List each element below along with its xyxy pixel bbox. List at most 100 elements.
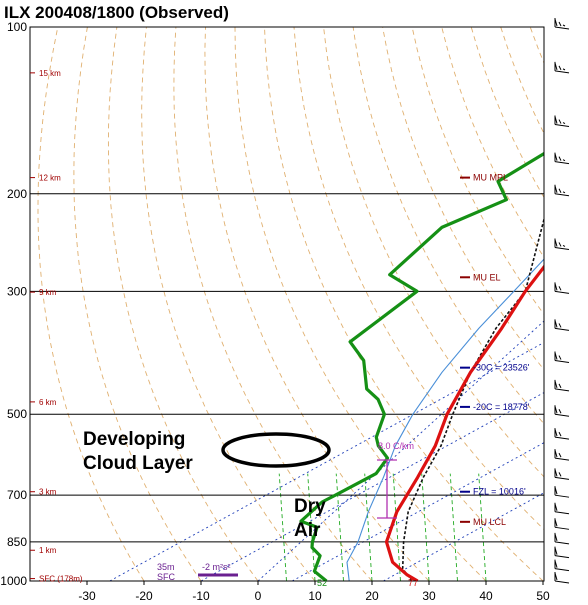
mixing-ratio-line xyxy=(109,341,544,581)
wind-barb-flag xyxy=(554,283,558,291)
x-tick-label: -30 xyxy=(78,589,96,603)
cloud-layer-ellipse xyxy=(221,432,331,468)
wind-barb xyxy=(554,518,570,530)
wind-barb-flag xyxy=(558,156,562,161)
height-label: 1 km xyxy=(39,546,57,555)
wind-barb-flag xyxy=(558,119,562,124)
height-label: SFC (178m) xyxy=(39,575,83,584)
wind-barb xyxy=(554,559,570,572)
wind-barb xyxy=(554,405,570,417)
wind-barb-shaft xyxy=(554,327,570,331)
wind-barb xyxy=(554,351,570,364)
level-label: -30C = 23526' xyxy=(473,363,530,373)
wind-barb-shaft xyxy=(554,161,570,165)
wind-barb-shaft xyxy=(554,555,570,559)
wind-barb-flag xyxy=(554,519,558,527)
y-tick-label: 100 xyxy=(7,20,27,34)
wind-barb xyxy=(554,502,570,515)
annotation-dry: Dry xyxy=(294,496,326,517)
wind-barb-flag xyxy=(562,191,566,194)
dry-adiabat xyxy=(37,27,145,581)
wind-barb-shaft xyxy=(554,413,570,417)
y-tick-label: 500 xyxy=(7,407,27,421)
dry-adiabat xyxy=(73,27,202,581)
wind-barb-flag xyxy=(554,429,558,437)
wind-barb-flag xyxy=(562,159,566,162)
surface-temp-label: 77 xyxy=(408,578,418,588)
wind-barb-flag xyxy=(554,153,558,161)
x-tick-label: 10 xyxy=(308,589,322,603)
plot-frame xyxy=(29,26,545,582)
annotation-developing: Developing xyxy=(83,429,185,450)
wind-barb-flag xyxy=(554,380,558,389)
dry-adiabat xyxy=(470,27,544,199)
wind-barb xyxy=(554,379,570,392)
height-label: 3 km xyxy=(39,488,57,497)
storm-height-label: 35m xyxy=(157,562,175,572)
wind-barb xyxy=(554,449,570,461)
wind-barb-flag xyxy=(558,286,562,291)
lapse-rate-label: 8.0 C/km xyxy=(378,441,414,451)
wind-barb-shaft xyxy=(554,568,570,572)
dry-adiabat xyxy=(107,27,259,581)
wind-barb-flag xyxy=(554,449,558,458)
wind-barb xyxy=(554,184,570,197)
wind-barb xyxy=(554,115,570,128)
height-label: 6 km xyxy=(39,398,57,407)
wind-barb-shaft xyxy=(554,476,570,480)
wind-barb-flag xyxy=(558,431,562,437)
wind-barb-shaft xyxy=(554,494,570,498)
wind-barb-flag xyxy=(554,18,558,27)
wind-barb-flag xyxy=(554,503,558,511)
y-tick-label: 700 xyxy=(7,488,27,502)
moist-adiabat xyxy=(478,473,487,581)
dry-adiabat xyxy=(234,27,487,581)
wind-barb-flag xyxy=(558,323,562,328)
x-tick-label: 0 xyxy=(255,589,262,603)
wind-barb-flag xyxy=(558,355,562,360)
wind-barb-shaft xyxy=(554,193,570,197)
wind-barb-shaft xyxy=(554,436,570,440)
dry-adiabat xyxy=(141,27,316,581)
wind-barb-flag xyxy=(558,188,562,193)
dry-adiabat xyxy=(293,27,544,531)
wind-barb-shaft xyxy=(554,360,570,364)
wind-barb-flag xyxy=(562,68,566,71)
x-tick-label: -20 xyxy=(135,589,153,603)
moist-adiabat xyxy=(307,473,316,581)
wind-barb-flag xyxy=(554,560,558,568)
wind-barb xyxy=(554,532,570,545)
height-label: 15 km xyxy=(39,69,61,78)
level-label: FZL = 10016' xyxy=(473,487,526,497)
y-tick-label: 1000 xyxy=(0,574,27,588)
storm-sfc-label: SFC xyxy=(157,572,176,582)
wind-barb-flag xyxy=(558,409,562,414)
wind-barb xyxy=(554,238,570,250)
y-tick-label: 200 xyxy=(7,187,27,201)
wind-barb-shaft xyxy=(554,526,570,530)
wind-barb-shaft xyxy=(554,580,570,584)
dry-adiabat xyxy=(529,27,544,65)
moist-adiabat xyxy=(392,473,401,581)
x-tick-label: 40 xyxy=(479,589,493,603)
dry-adiabat xyxy=(352,27,544,425)
wind-barb-flag xyxy=(554,239,558,247)
wind-barb xyxy=(554,546,570,559)
wind-barb-flag xyxy=(554,352,558,360)
height-label: 9 km xyxy=(39,288,57,297)
wind-barb-flag xyxy=(554,469,558,477)
level-label: -20C = 18778' xyxy=(473,402,530,412)
wind-barb xyxy=(554,152,570,165)
wind-barb-flag xyxy=(554,547,558,555)
dry-adiabat xyxy=(173,27,373,581)
wind-barb-flag xyxy=(562,24,566,27)
level-label: MU EL xyxy=(473,272,501,282)
wind-barb xyxy=(554,282,570,294)
temperature-line xyxy=(384,264,544,581)
mixing-ratio-line xyxy=(200,392,544,581)
x-tick-label: 30 xyxy=(422,589,436,603)
wind-barb-flag xyxy=(554,487,558,495)
wind-barb xyxy=(554,572,570,584)
wind-barb-flag xyxy=(554,406,558,414)
chart-title: ILX 200408/1800 (Observed) xyxy=(4,3,229,22)
